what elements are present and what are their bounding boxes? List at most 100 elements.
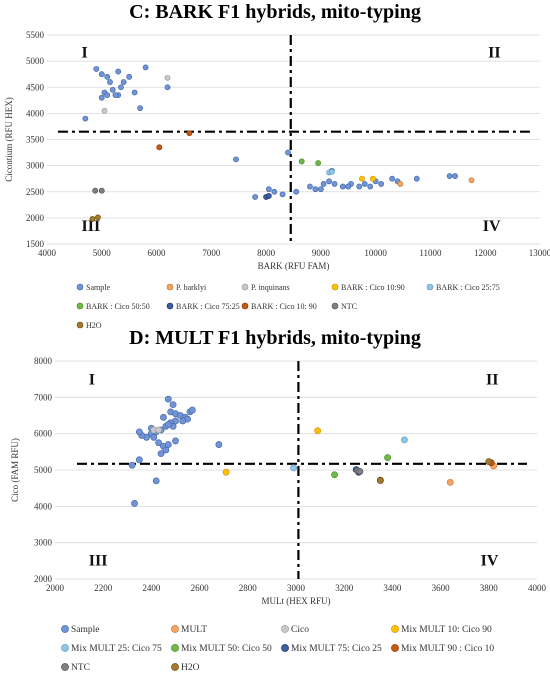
legend-marker bbox=[61, 644, 69, 652]
x-axis-label: MULt (HEX RFU) bbox=[262, 596, 331, 606]
series-4 bbox=[290, 436, 408, 472]
chart-0: C: BARK F1 hybrids, mito-typing 1500 2000 2… bbox=[4, 1, 550, 330]
legend-entry: NTC bbox=[61, 663, 90, 673]
x-tick-label: 12000 bbox=[474, 248, 497, 258]
data-point bbox=[312, 186, 319, 193]
legend-entry: BARK : Cico 50:50 bbox=[76, 302, 150, 311]
y-tick-label: 5000 bbox=[26, 56, 45, 66]
y-tick-label: 8000 bbox=[34, 356, 53, 366]
legend-entry: Mix MULT 75: Cico 25 bbox=[281, 644, 382, 654]
x-tick-label: 10000 bbox=[364, 248, 387, 258]
data-point bbox=[378, 181, 385, 187]
legend-entry: Mix MULT 90 : Cico 10 bbox=[391, 644, 494, 654]
quadrant-label-3: III bbox=[89, 552, 108, 569]
y-tick-label: 5500 bbox=[26, 30, 45, 40]
data-point bbox=[131, 500, 138, 507]
data-point bbox=[413, 175, 420, 182]
quadrant-label-4: IV bbox=[481, 552, 499, 569]
data-point bbox=[290, 464, 297, 472]
data-point bbox=[155, 439, 163, 447]
x-tick-label: 4000 bbox=[38, 248, 57, 258]
legend-label: P. inquinans bbox=[251, 283, 290, 292]
data-point bbox=[107, 79, 113, 85]
data-point bbox=[160, 413, 167, 421]
series-9 bbox=[89, 214, 101, 222]
legend-entry: BARK : Cico 10:90 bbox=[331, 283, 405, 292]
x-tick-label: 3000 bbox=[287, 583, 306, 593]
legend-marker bbox=[76, 321, 84, 329]
data-point bbox=[339, 183, 346, 190]
data-point bbox=[328, 168, 335, 175]
legend-label: BARK : Cico 75:25 bbox=[176, 302, 240, 311]
data-point bbox=[356, 468, 364, 475]
legend-marker bbox=[171, 625, 179, 633]
x-tick-label: 3600 bbox=[432, 583, 451, 593]
legend-label: Mix MULT 25: Cico 75 bbox=[71, 644, 162, 654]
x-tick-label: 11000 bbox=[419, 248, 442, 258]
x-tick-label: 3400 bbox=[383, 583, 402, 593]
legend-label: H2O bbox=[181, 663, 200, 673]
data-point bbox=[109, 86, 116, 93]
data-point bbox=[331, 471, 338, 479]
data-point bbox=[320, 181, 327, 187]
legend-entry: P. inquinans bbox=[241, 283, 290, 292]
legend-label: Mix MULT 90 : Cico 10 bbox=[401, 644, 494, 654]
legend-label: Sample bbox=[71, 625, 100, 635]
data-point bbox=[326, 178, 333, 185]
data-point bbox=[314, 427, 322, 435]
data-point bbox=[376, 477, 384, 484]
data-point bbox=[118, 84, 124, 91]
series-3 bbox=[222, 427, 322, 476]
legend-marker bbox=[241, 302, 249, 310]
y-tick-label: 3500 bbox=[26, 135, 45, 145]
series-2 bbox=[150, 426, 163, 434]
legend-entry: MULT bbox=[171, 625, 207, 635]
data-point bbox=[265, 186, 272, 193]
legend-marker bbox=[281, 625, 289, 633]
legend-label: Mix MULT 75: Cico 25 bbox=[291, 644, 382, 654]
legend-entry: NTC bbox=[331, 302, 357, 311]
series-2 bbox=[101, 74, 171, 114]
x-tick-label: 13000 bbox=[529, 248, 550, 258]
data-point bbox=[164, 441, 172, 448]
y-axis-label: Cicontium (RFU HEX) bbox=[4, 97, 14, 182]
legend-marker bbox=[331, 302, 339, 310]
y-tick-label: 4000 bbox=[26, 108, 45, 118]
data-point bbox=[135, 428, 143, 436]
data-point bbox=[152, 477, 160, 485]
legend-marker bbox=[241, 283, 249, 291]
series-8 bbox=[354, 467, 364, 475]
data-point bbox=[164, 421, 172, 428]
legend-entry: H2O bbox=[76, 321, 102, 330]
series-1 bbox=[446, 462, 498, 486]
chart-title: C: BARK F1 hybrids, mito-typing bbox=[129, 1, 421, 23]
data-point bbox=[389, 175, 395, 182]
data-point bbox=[186, 130, 193, 137]
data-point bbox=[128, 461, 136, 469]
x-tick-label: 4000 bbox=[528, 583, 547, 593]
y-tick-label: 4500 bbox=[26, 82, 45, 92]
data-point bbox=[215, 441, 223, 448]
y-tick-label: 2000 bbox=[26, 213, 45, 223]
data-point bbox=[222, 468, 230, 476]
data-point bbox=[265, 193, 272, 199]
data-point bbox=[98, 187, 105, 194]
data-point bbox=[345, 183, 352, 190]
quadrant-label-2: II bbox=[488, 45, 500, 62]
x-tick-label: 5000 bbox=[93, 248, 112, 258]
legend-entry: Sample bbox=[76, 283, 110, 292]
data-point bbox=[104, 92, 111, 98]
data-point bbox=[367, 183, 374, 190]
legend-label: P. barklyi bbox=[176, 283, 207, 292]
legend-entry: BARK : Cico 10: 90 bbox=[241, 302, 317, 311]
y-tick-label: 4000 bbox=[34, 501, 53, 511]
legend-label: Sample bbox=[86, 283, 110, 292]
series-4 bbox=[326, 168, 335, 176]
data-point bbox=[331, 181, 338, 187]
data-point bbox=[89, 216, 96, 222]
x-tick-label: 8000 bbox=[257, 248, 276, 258]
legend-label: NTC bbox=[71, 663, 90, 673]
legend-marker bbox=[166, 302, 174, 310]
y-tick-label: 1500 bbox=[26, 239, 45, 249]
